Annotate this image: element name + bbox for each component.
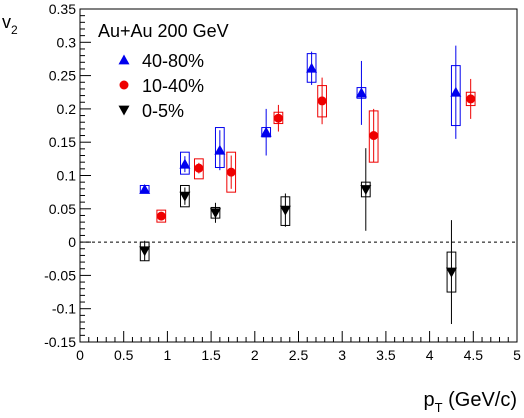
x-tick-label: 1.5: [201, 347, 221, 363]
x-tick-label: 2: [251, 347, 259, 363]
data-point-marker: [355, 87, 367, 98]
y-tick-label: 0: [68, 234, 76, 250]
data-points: [139, 45, 476, 325]
data-point-marker: [179, 191, 191, 202]
data-point-marker: [260, 126, 272, 137]
legend-title: Au+Au 200 GeV: [98, 21, 229, 41]
x-tick-label: 3.5: [376, 347, 396, 363]
x-tick-label: 4: [426, 347, 434, 363]
data-point-marker: [369, 131, 379, 141]
legend-marker: [118, 54, 130, 65]
data-point-marker: [214, 144, 226, 155]
y-tick-label: 0.25: [49, 68, 76, 84]
data-point-marker: [179, 158, 191, 169]
legend: Au+Au 200 GeV 40-80% 10-40% 0-5%: [98, 21, 229, 121]
data-point-marker: [445, 267, 457, 278]
legend-marker: [118, 105, 130, 116]
x-tick-label: 1: [164, 347, 172, 363]
data-point-marker: [317, 96, 327, 106]
legend-item-10-40: 10-40%: [119, 76, 204, 96]
x-axis-label-unit: (GeV/c): [443, 389, 517, 411]
axis-ticks: [79, 8, 518, 343]
x-tick-label: 0: [76, 347, 84, 363]
y-tick-label: 0.35: [49, 1, 76, 17]
legend-label: 40-80%: [142, 51, 204, 71]
data-point-marker: [209, 208, 221, 219]
series-0-5: [139, 148, 457, 325]
y-tick-label: 0.3: [57, 34, 77, 50]
data-point-marker: [279, 205, 291, 216]
series-10-40: [156, 77, 476, 223]
data-point-marker: [466, 94, 476, 104]
systematic-error-box: [180, 184, 190, 208]
y-tick-label: -0.05: [44, 267, 76, 283]
data-point-marker: [273, 113, 283, 123]
legend-marker: [119, 80, 129, 90]
y-tick-label: 0.1: [57, 168, 77, 184]
x-axis-label-sub: T: [435, 400, 443, 415]
data-point-marker: [450, 86, 462, 97]
y-axis-label-sub: 2: [11, 23, 18, 37]
x-tick-label: 2.5: [289, 347, 309, 363]
y-tick-label: 0.2: [57, 101, 77, 117]
data-point-marker: [360, 185, 372, 195]
x-tick-label: 4.5: [464, 347, 484, 363]
data-point-marker: [156, 211, 166, 221]
y-tick-label: 0.15: [49, 134, 76, 150]
data-point-marker: [306, 62, 318, 73]
y-tick-label: -0.1: [52, 301, 76, 317]
legend-label: 10-40%: [142, 76, 204, 96]
legend-item-40-80: 40-80%: [118, 51, 204, 71]
y-tick-label: -0.15: [44, 334, 76, 350]
series-40-80: [139, 45, 462, 194]
data-point-marker: [139, 183, 151, 194]
x-axis-label-main: p: [423, 389, 434, 411]
x-tick-label: 0.5: [114, 347, 134, 363]
legend-item-0-5: 0-5%: [118, 101, 184, 121]
y-tick-label: 0.05: [49, 201, 76, 217]
data-point-marker: [226, 167, 236, 177]
y-axis-label: v2: [2, 12, 18, 37]
legend-items: 40-80% 10-40% 0-5%: [118, 51, 204, 121]
x-tick-labels: 0 0.5 1 1.5 2 2.5 3 3.5 4 4.5 5: [76, 347, 521, 363]
x-tick-label: 5: [513, 347, 521, 363]
systematic-error-box: [180, 151, 190, 175]
x-axis-label: pT (GeV/c): [423, 389, 517, 415]
data-point-marker: [139, 246, 151, 257]
x-tick-label: 3: [338, 347, 346, 363]
data-point-marker: [194, 163, 204, 173]
legend-label: 0-5%: [142, 101, 184, 121]
y-tick-labels: -0.15 -0.1 -0.05 0 0.05 0.1 0.15 0.2 0.25 0.3 0.35: [44, 1, 76, 350]
y-axis-label-main: v: [2, 12, 11, 32]
